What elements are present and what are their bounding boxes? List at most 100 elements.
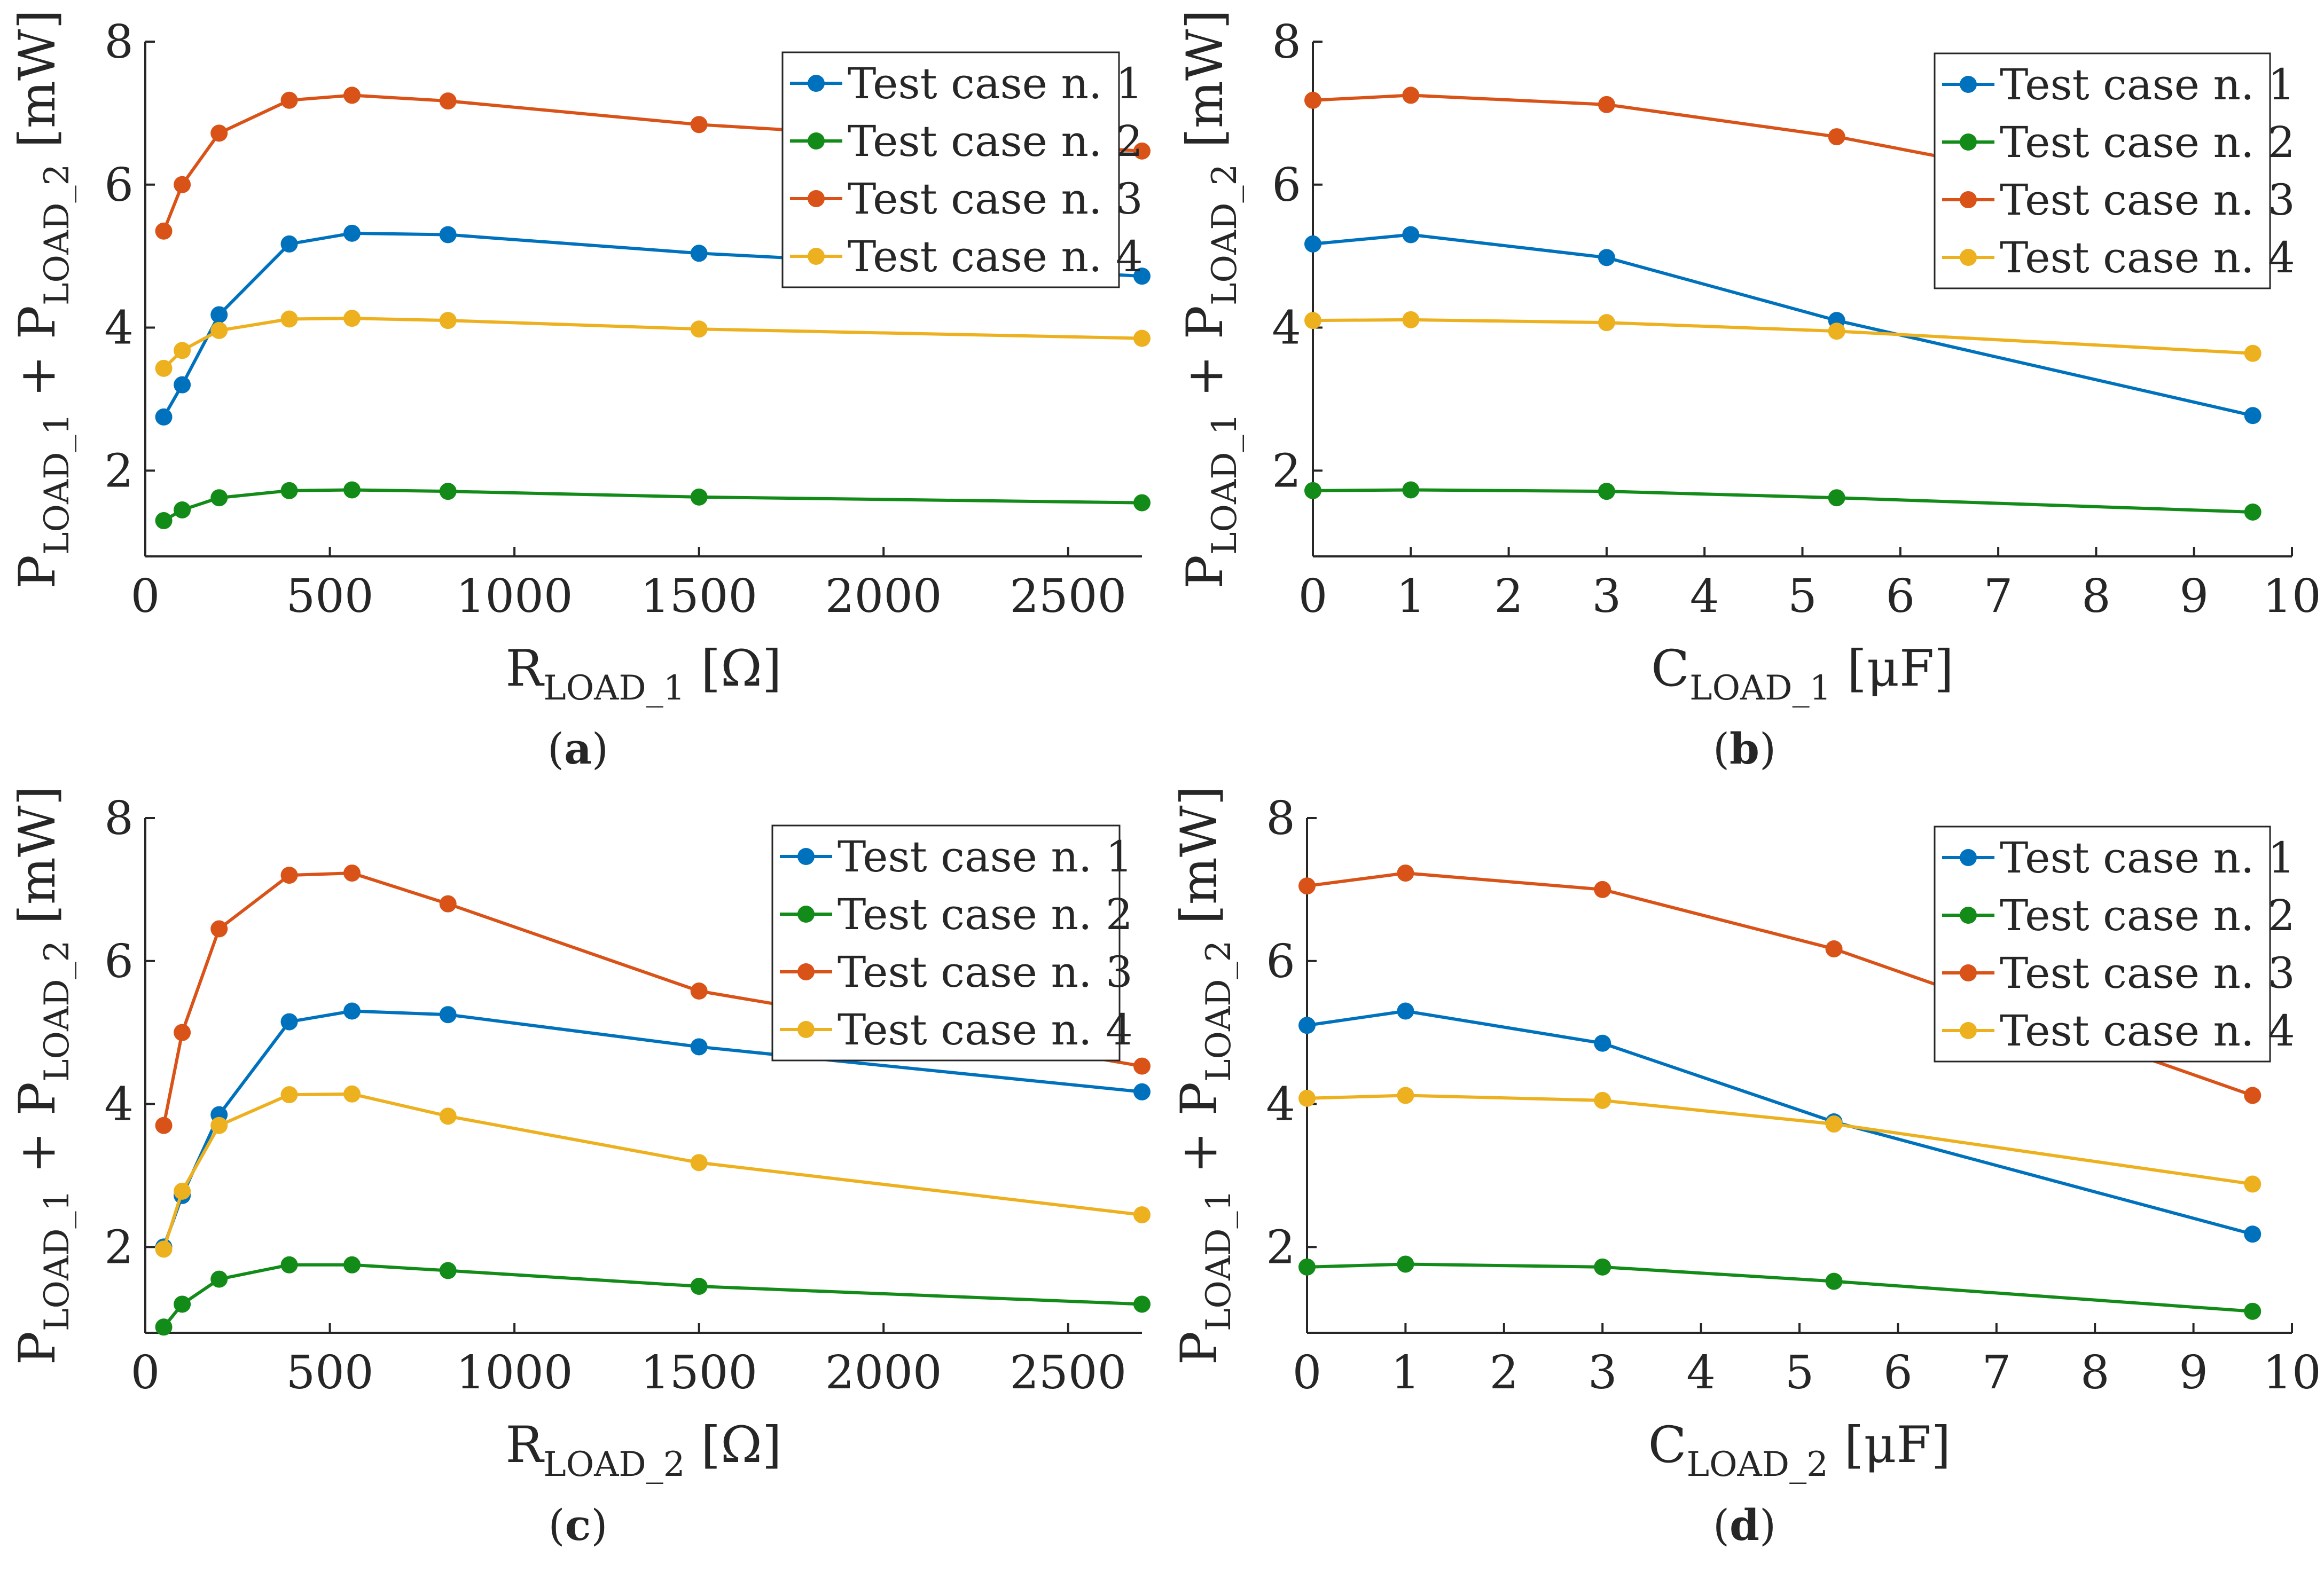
data-point <box>343 481 361 499</box>
data-point <box>210 920 228 938</box>
data-point <box>1298 1017 1316 1034</box>
data-point <box>1304 235 1321 253</box>
x-tick-label: 1500 <box>640 570 757 623</box>
data-point <box>1397 864 1414 882</box>
x-tick-label: 2000 <box>825 570 942 623</box>
data-point <box>280 482 298 499</box>
data-point <box>155 1318 173 1336</box>
x-tick-label: 2500 <box>1010 570 1126 623</box>
data-point <box>1594 1091 1611 1109</box>
x-tick-label: 2 <box>1489 1346 1519 1400</box>
data-point <box>690 245 708 262</box>
panel-caption: (c) <box>548 1500 607 1550</box>
data-point <box>1304 312 1321 329</box>
panel-caption: (a) <box>547 724 608 774</box>
data-point <box>2244 1175 2262 1193</box>
y-tick-label: 6 <box>104 159 134 212</box>
legend-marker <box>797 1021 815 1038</box>
data-point <box>210 1117 228 1134</box>
data-point <box>1402 311 1420 328</box>
legend-marker <box>797 963 815 980</box>
legend-label: Test case n. 1 <box>2000 60 2295 109</box>
series-line-1 <box>162 231 1143 418</box>
data-point <box>1298 1089 1316 1107</box>
x-tick-label: 8 <box>2082 570 2111 623</box>
legend-marker <box>1960 133 1977 151</box>
data-point <box>1133 268 1151 285</box>
x-tick-label: 3 <box>1588 1346 1617 1400</box>
data-point <box>2244 1302 2262 1320</box>
data-point <box>439 226 457 243</box>
series-line-4 <box>1306 1094 2253 1186</box>
legend-marker <box>1960 76 1977 93</box>
data-point <box>2244 407 2262 425</box>
data-point <box>1594 1034 1611 1052</box>
legend: Test case n. 1 Test case n. 2 Test case n.… <box>1934 826 2295 1063</box>
x-tick-label: 10 <box>2263 1346 2321 1400</box>
data-point <box>155 222 173 240</box>
data-point <box>439 92 457 110</box>
x-axis-label: CLOAD_1 [μF] <box>1651 640 1954 708</box>
data-point <box>343 1002 361 1020</box>
x-axis-label: CLOAD_2 [μF] <box>1648 1416 1951 1484</box>
x-tick-label: 500 <box>286 570 373 623</box>
data-point <box>1598 314 1615 332</box>
x-tick-label: 0 <box>1293 1346 1322 1400</box>
data-point <box>1594 1258 1611 1276</box>
x-tick-label: 0 <box>131 570 160 623</box>
data-point <box>1397 1087 1414 1104</box>
data-point <box>690 982 708 1000</box>
data-point <box>2244 344 2262 362</box>
data-point <box>155 408 173 426</box>
data-point <box>174 1182 191 1200</box>
legend: Test case n. 1 Test case n. 2 Test case n.… <box>781 51 1143 288</box>
x-tick-label: 2000 <box>825 1346 942 1400</box>
legend-label: Test case n. 3 <box>848 174 1143 224</box>
series-line-3 <box>162 93 1143 232</box>
data-point <box>1397 1002 1414 1020</box>
y-axis-label: PLOAD_1 + PLOAD_2 [mW] <box>1176 10 1245 588</box>
series-line-2 <box>1312 488 2253 514</box>
legend: Test case n. 1 Test case n. 2 Test case n.… <box>771 824 1133 1062</box>
x-tick-label: 1000 <box>456 570 573 623</box>
data-point <box>343 310 361 327</box>
legend-box <box>771 824 1121 1062</box>
legend-label: Test case n. 4 <box>838 1005 1133 1055</box>
x-tick-label: 6 <box>1883 1346 1913 1400</box>
x-tick-label: 10 <box>2263 570 2321 623</box>
data-point <box>1298 877 1316 895</box>
data-point <box>690 1277 708 1295</box>
data-point <box>1298 1258 1316 1276</box>
x-tick-label: 9 <box>2179 1346 2208 1400</box>
x-tick-label: 9 <box>2179 570 2209 623</box>
data-point <box>174 376 191 394</box>
data-point <box>1133 142 1151 160</box>
data-point <box>439 1107 457 1125</box>
y-tick-label: 4 <box>104 302 134 355</box>
data-point <box>1133 1083 1151 1101</box>
y-tick-label: 2 <box>1266 1221 1295 1274</box>
data-point <box>690 116 708 133</box>
data-point <box>2244 1225 2262 1243</box>
data-point <box>1133 329 1151 347</box>
legend-label: Test case n. 1 <box>838 832 1133 882</box>
legend-label: Test case n. 1 <box>848 59 1143 108</box>
x-tick-label: 1500 <box>640 1346 757 1400</box>
legend-marker <box>808 75 825 92</box>
x-tick-label: 8 <box>2080 1346 2110 1400</box>
series-line-3 <box>162 871 1143 1126</box>
data-point <box>1828 128 1845 146</box>
x-tick-label: 6 <box>1885 570 1915 623</box>
x-tick-label: 3 <box>1592 570 1622 623</box>
series-line-4 <box>162 1092 1143 1250</box>
legend: Test case n. 1 Test case n. 2 Test case n.… <box>1934 52 2295 289</box>
data-point <box>210 489 228 507</box>
data-point <box>155 1117 173 1134</box>
data-point <box>343 864 361 882</box>
legend-marker <box>1960 849 1977 866</box>
data-point <box>174 501 191 518</box>
y-axis-label: PLOAD_1 + PLOAD_2 [mW] <box>1170 786 1239 1365</box>
x-tick-label: 1 <box>1396 570 1426 623</box>
